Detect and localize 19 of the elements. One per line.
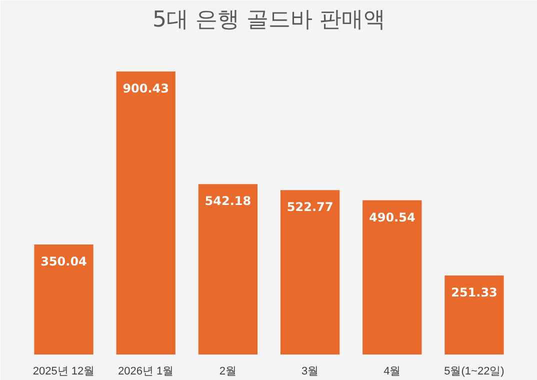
bar (444, 276, 504, 354)
chart-title: 5대 은행 골드바 판매액 (152, 8, 386, 32)
x-tick-label: 3월 (301, 366, 319, 378)
data-label: 542.18 (204, 194, 252, 208)
data-label: 900.43 (122, 81, 170, 96)
bar (362, 200, 422, 354)
x-tick-label: 2월 (219, 366, 237, 378)
bar (34, 244, 94, 354)
data-label: 522.77 (286, 200, 334, 214)
x-tick-label: 5월(1~22일) (444, 366, 504, 378)
data-label: 490.54 (368, 210, 416, 224)
data-label: 350.04 (40, 254, 87, 268)
bar (198, 184, 258, 354)
bar (280, 190, 340, 354)
x-tick-label: 2026년 1월 (118, 366, 174, 378)
x-tick-label: 4월 (384, 366, 401, 378)
x-tick-label: 2025년 12월 (32, 366, 95, 378)
data-label: 251.33 (451, 286, 498, 300)
bar (116, 71, 176, 354)
